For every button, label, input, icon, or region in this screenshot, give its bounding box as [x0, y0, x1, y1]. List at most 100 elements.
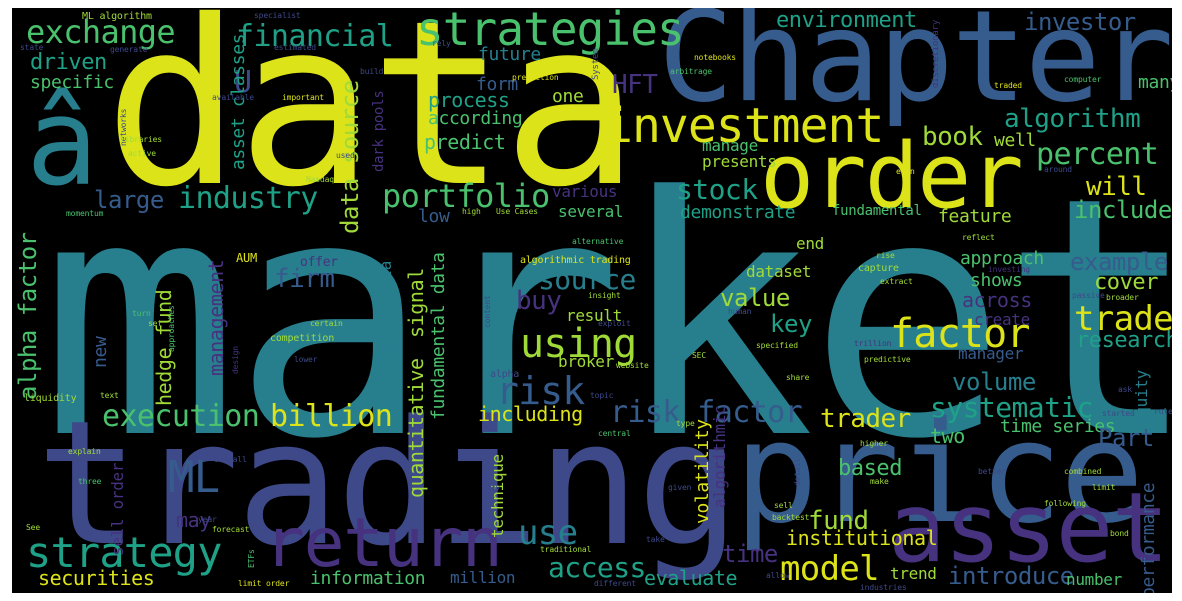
word-strategy: strategy [26, 528, 222, 577]
word-end: end [796, 234, 824, 253]
word-across: across [962, 288, 1032, 312]
word-available: available [212, 93, 254, 102]
word-many: many [1138, 72, 1172, 93]
word-take: take [646, 535, 665, 544]
word-backtest: backtest [772, 513, 810, 522]
word-trade: trade [1074, 299, 1172, 339]
word-exchange: exchange [26, 13, 176, 51]
word-create: create [974, 310, 1030, 329]
word-limit: limit [1092, 483, 1116, 492]
word-estimated: estimated [274, 43, 316, 52]
word-computer: computer [1064, 75, 1102, 84]
word-using: using [520, 321, 637, 367]
word-large: large [94, 186, 164, 214]
word-quantitative: quantitative [404, 358, 428, 498]
word-sec: SEC [692, 351, 706, 360]
word-alpha: alpha [490, 369, 520, 380]
word-algorithmic-trading: algorithmic trading [520, 255, 631, 266]
word-portfolio: portfolio [382, 177, 550, 215]
word-dark-pools: dark pools [371, 90, 387, 173]
word-result: result [566, 306, 622, 325]
word-overall: overall [214, 455, 247, 464]
word-website: website [616, 361, 649, 370]
word-specialist: specialist [254, 11, 301, 20]
word-predict: predict [424, 130, 506, 154]
word-hft: HFT [612, 70, 658, 100]
word-limit-order: limit order [238, 579, 290, 588]
word-build: build [360, 67, 384, 76]
word-algorithmic: algorithmic [710, 405, 729, 508]
word-detail: detail [793, 458, 802, 486]
word-percent: percent [1036, 137, 1159, 172]
word-data: data [104, 8, 639, 237]
word-low: low [418, 206, 450, 227]
word-three: three [78, 477, 102, 486]
word-signal: signal [404, 268, 428, 338]
word-momentum: momentum [66, 209, 104, 218]
word-libraries: libraries [120, 135, 162, 144]
word-equity: equity [1132, 370, 1151, 426]
word-various: various [552, 182, 618, 201]
word-traded: traded [994, 81, 1022, 90]
word-investment: investment [604, 98, 884, 154]
word-price: price [734, 392, 1144, 555]
word-shows: shows [970, 270, 1023, 291]
word-topic: topic [590, 391, 614, 400]
word-important: important [282, 93, 324, 102]
word-even: even [896, 167, 915, 176]
word-technique: technique [488, 454, 507, 538]
word-example: example [1070, 248, 1168, 276]
word-securities: securities [38, 566, 155, 590]
word-strategies: strategies [416, 8, 685, 56]
word-manager: manager [958, 344, 1024, 363]
word-offer: offer [300, 255, 338, 270]
word-fundamental-data: fundamental data [428, 252, 449, 420]
word-lower: lower [294, 355, 318, 364]
word-model: model [780, 549, 880, 589]
word-investor: investor [1024, 8, 1136, 36]
word-specific: specific [30, 72, 114, 93]
word-following: following [1044, 499, 1086, 508]
word-part: Part [1098, 424, 1154, 452]
word-content: content [483, 295, 492, 328]
word-future: future [478, 44, 541, 65]
word-performance: performance [1138, 482, 1159, 593]
word-investing: investing [988, 265, 1030, 274]
word-manage: manage [702, 136, 758, 155]
word-order: order [760, 124, 1024, 229]
word-ml-algorithm: ML algorithm [82, 11, 152, 22]
word-started: started [1102, 409, 1135, 418]
word-trading: trading [36, 383, 740, 584]
word-use-cases: Use Cases [496, 207, 538, 216]
word-sell-order: sell order [108, 462, 127, 556]
word-insight: insight [588, 291, 621, 300]
word-asset: asset [888, 472, 1169, 584]
word-generate: generate [110, 45, 148, 54]
word-billion: billion [270, 399, 393, 434]
word-combined: combined [1064, 467, 1102, 476]
word-environment: environment [776, 8, 917, 33]
word-certain: certain [310, 319, 343, 328]
word-chapter: Chapter [658, 8, 1172, 130]
word-market: market [40, 127, 1172, 511]
word-approaches: approaches [167, 305, 176, 352]
word-rely: rely [432, 39, 451, 48]
word-explain: explain [68, 447, 101, 456]
word-capture: capture [858, 263, 899, 274]
word-nasdaq: Nasdaq [306, 175, 334, 184]
word-aum: AUM [236, 251, 257, 265]
word-higher: higher [860, 439, 888, 448]
word-broader: broader [1106, 293, 1139, 302]
word-evaluate: evaluate [644, 566, 738, 590]
word-well: well [994, 130, 1036, 151]
word-trend: trend [890, 564, 937, 583]
word-institutional: institutional [786, 526, 938, 550]
word-turn: turn [132, 309, 151, 318]
word-forecast: forecast [212, 525, 250, 534]
word-etfs: ETFs [247, 549, 256, 568]
word-industries: industries [860, 583, 907, 592]
word-key: key [770, 310, 812, 338]
word-two: two [930, 424, 965, 448]
word-traditional: traditional [540, 545, 592, 554]
word-year: year [198, 515, 217, 524]
